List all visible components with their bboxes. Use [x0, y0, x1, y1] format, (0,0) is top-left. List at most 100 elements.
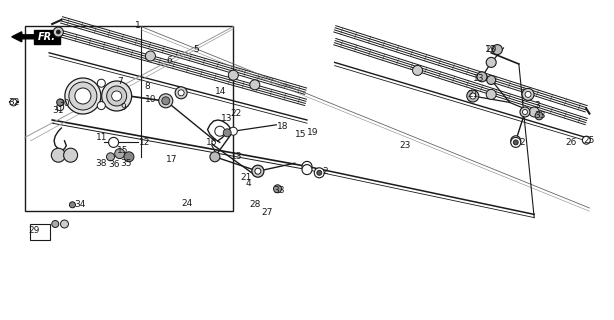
Text: 7: 7 [117, 77, 123, 86]
Polygon shape [12, 32, 35, 42]
Text: 29: 29 [28, 226, 39, 235]
Circle shape [210, 152, 220, 162]
Circle shape [56, 104, 64, 111]
Circle shape [525, 92, 531, 97]
Circle shape [69, 82, 97, 110]
Text: 25: 25 [584, 136, 595, 145]
Circle shape [487, 76, 495, 84]
Circle shape [97, 102, 106, 109]
Text: 32: 32 [8, 98, 19, 107]
Circle shape [75, 88, 91, 104]
Text: 9: 9 [120, 103, 126, 112]
Text: 38: 38 [96, 159, 107, 168]
Circle shape [492, 44, 502, 55]
Circle shape [56, 99, 64, 106]
Text: 17: 17 [166, 156, 177, 164]
Text: 15: 15 [117, 146, 128, 155]
Text: 27: 27 [262, 208, 273, 217]
Circle shape [215, 126, 225, 136]
Text: 23: 23 [400, 141, 411, 150]
Circle shape [467, 90, 479, 102]
Text: 16: 16 [206, 138, 217, 147]
Text: 13: 13 [222, 114, 233, 123]
Circle shape [56, 30, 60, 34]
Text: 11: 11 [96, 133, 107, 142]
FancyBboxPatch shape [34, 30, 60, 44]
Circle shape [124, 152, 134, 162]
Text: 14: 14 [216, 87, 227, 96]
Text: 13: 13 [231, 152, 242, 161]
Circle shape [486, 89, 496, 100]
Circle shape [250, 80, 260, 90]
Circle shape [582, 136, 591, 144]
Circle shape [317, 170, 322, 175]
Circle shape [159, 94, 173, 108]
Circle shape [535, 112, 543, 120]
Text: 8: 8 [144, 82, 150, 91]
Circle shape [511, 136, 521, 146]
Text: 2: 2 [322, 167, 328, 176]
Text: 10: 10 [145, 95, 156, 104]
Circle shape [178, 90, 184, 96]
Circle shape [523, 109, 527, 115]
Text: 15: 15 [295, 130, 306, 139]
Text: 19: 19 [308, 128, 319, 137]
Circle shape [314, 168, 324, 178]
Text: 20: 20 [486, 45, 497, 54]
Circle shape [228, 70, 238, 80]
Circle shape [115, 148, 125, 159]
Circle shape [161, 97, 170, 105]
Circle shape [486, 57, 496, 68]
Text: 24: 24 [182, 199, 193, 208]
Circle shape [10, 99, 17, 106]
Text: 26: 26 [565, 138, 577, 147]
Circle shape [520, 107, 530, 117]
Circle shape [413, 65, 422, 76]
Text: 34: 34 [74, 200, 85, 209]
Circle shape [273, 185, 282, 193]
Text: 3: 3 [534, 101, 540, 110]
Circle shape [109, 137, 119, 148]
Circle shape [106, 153, 115, 161]
Circle shape [511, 137, 521, 148]
Circle shape [252, 165, 264, 177]
Text: 5: 5 [193, 45, 200, 54]
Circle shape [107, 86, 126, 106]
Text: 33: 33 [535, 111, 546, 120]
Text: 4: 4 [246, 180, 252, 188]
Circle shape [470, 93, 476, 99]
Text: 36: 36 [108, 160, 119, 169]
Text: 1: 1 [135, 21, 141, 30]
Circle shape [302, 161, 312, 172]
Circle shape [102, 81, 131, 111]
Circle shape [146, 51, 155, 61]
Circle shape [223, 129, 231, 137]
Text: 12: 12 [139, 138, 150, 147]
Text: 21: 21 [240, 173, 251, 182]
Text: 28: 28 [249, 200, 260, 209]
Circle shape [65, 78, 101, 114]
Text: 13: 13 [473, 74, 484, 83]
Circle shape [175, 87, 187, 99]
Circle shape [522, 88, 534, 100]
Text: 22: 22 [231, 109, 242, 118]
Circle shape [255, 168, 261, 174]
Circle shape [60, 220, 69, 228]
Circle shape [229, 127, 238, 135]
Text: 6: 6 [166, 56, 172, 65]
Circle shape [529, 107, 539, 117]
Circle shape [302, 164, 312, 175]
Text: 2: 2 [519, 138, 525, 147]
Circle shape [69, 202, 76, 208]
Text: 13: 13 [486, 45, 497, 54]
Text: 30: 30 [59, 100, 70, 108]
Circle shape [112, 91, 122, 101]
Text: 18: 18 [277, 122, 288, 131]
Text: 21: 21 [467, 90, 478, 99]
Bar [30, 224, 50, 240]
Text: 33: 33 [274, 186, 285, 195]
Circle shape [477, 72, 487, 82]
Circle shape [52, 220, 59, 228]
Circle shape [53, 27, 63, 37]
Circle shape [64, 148, 77, 162]
